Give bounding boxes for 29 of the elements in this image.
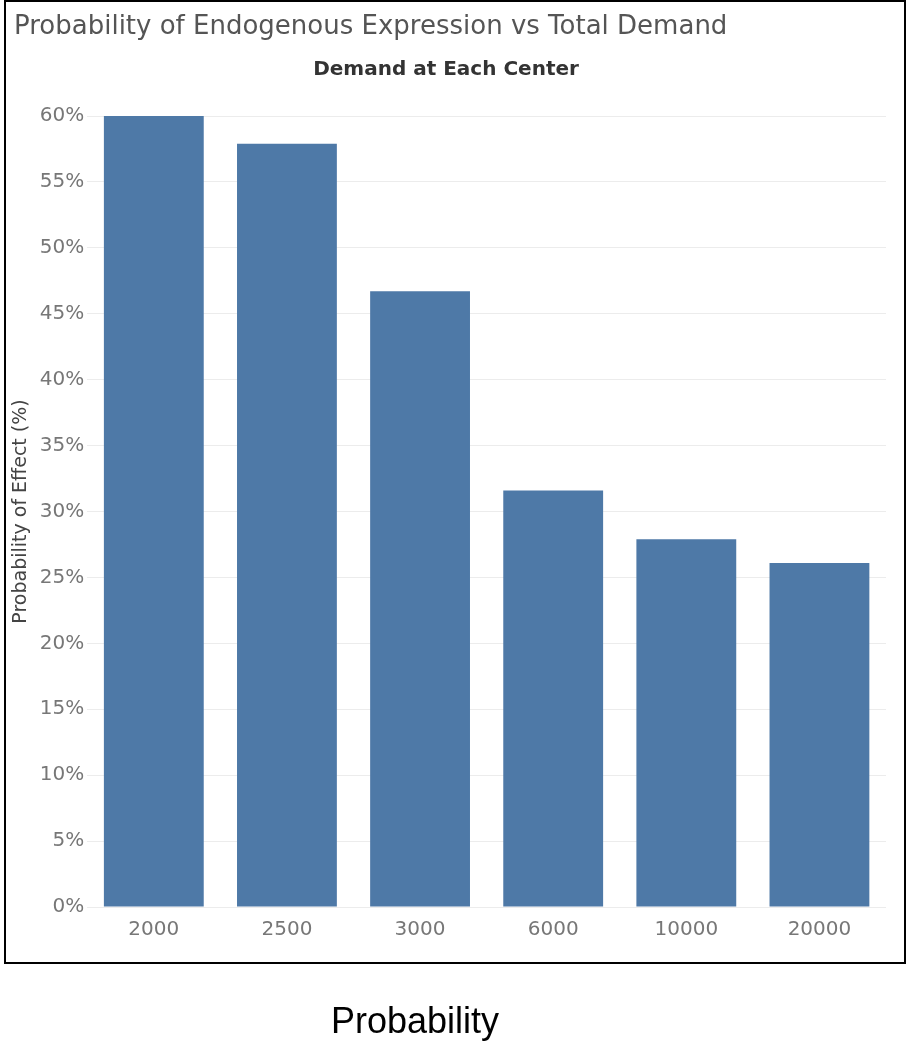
y-tick-label: 0% (52, 893, 85, 918)
x-tick-label: 3000 (394, 916, 446, 941)
x-tick-label: 10000 (654, 916, 719, 941)
y-axis-title: Probability of Effect (%) (8, 399, 31, 624)
y-tick-label: 10% (39, 761, 85, 786)
y-tick-label: 40% (39, 365, 85, 390)
y-tick-label: 50% (39, 234, 85, 259)
y-tick-label: 15% (39, 695, 85, 720)
y-tick-label: 5% (52, 827, 85, 852)
bar (370, 291, 470, 907)
y-tick-label: 30% (39, 497, 85, 522)
y-tick-label: 60% (39, 102, 85, 127)
x-tick-label: 6000 (527, 916, 579, 941)
chart-title: Probability of Endogenous Expression vs Total Demand (14, 10, 728, 40)
x-tick-label: 2500 (261, 916, 313, 941)
y-tick-label: 55% (39, 168, 85, 193)
x-tick-label: 20000 (787, 916, 852, 941)
chart-subtitle: Demand at Each Center (313, 56, 579, 81)
y-tick-label: 25% (39, 563, 85, 588)
bar (103, 116, 204, 907)
bar (769, 562, 870, 907)
bar (636, 539, 737, 907)
bar (237, 143, 337, 907)
y-tick-label: 45% (39, 299, 85, 324)
bar (503, 490, 604, 907)
text: Probability (329, 1000, 501, 1042)
x-tick-label: 2000 (128, 916, 180, 941)
y-tick-label: 20% (39, 629, 85, 654)
y-tick-label: 35% (39, 431, 85, 456)
